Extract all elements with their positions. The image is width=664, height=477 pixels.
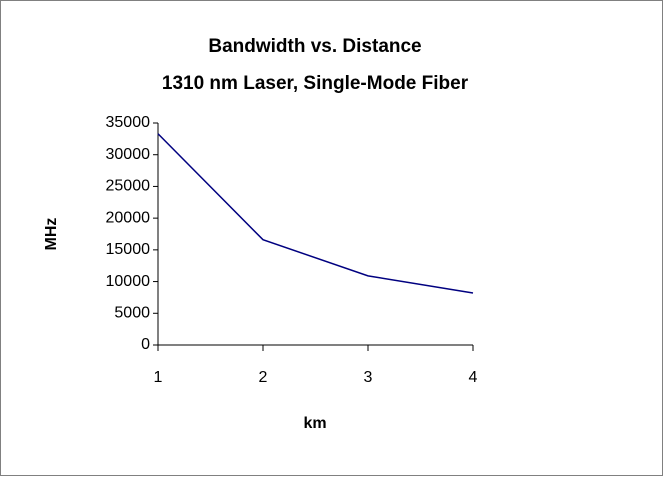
x-tick-label: 3 bbox=[364, 369, 373, 386]
data-line bbox=[157, 133, 474, 294]
chart-title: Bandwidth vs. Distance bbox=[208, 36, 421, 57]
y-tick-label: 0 bbox=[141, 336, 150, 353]
x-axis-title: km bbox=[303, 415, 326, 432]
y-tick-label: 30000 bbox=[106, 146, 151, 163]
y-tick-label: 15000 bbox=[106, 241, 151, 258]
y-tick-label: 10000 bbox=[106, 273, 151, 290]
y-axis-title: MHz bbox=[43, 218, 60, 251]
y-tick-label: 25000 bbox=[106, 178, 151, 195]
x-tick-label: 2 bbox=[259, 369, 268, 386]
chart-subtitle: 1310 nm Laser, Single-Mode Fiber bbox=[162, 73, 469, 94]
x-tick-label: 4 bbox=[469, 369, 478, 386]
y-tick-label: 20000 bbox=[106, 209, 151, 226]
x-tick-label: 1 bbox=[154, 369, 163, 386]
y-tick-label: 35000 bbox=[106, 114, 151, 131]
y-tick-label: 5000 bbox=[114, 305, 150, 322]
